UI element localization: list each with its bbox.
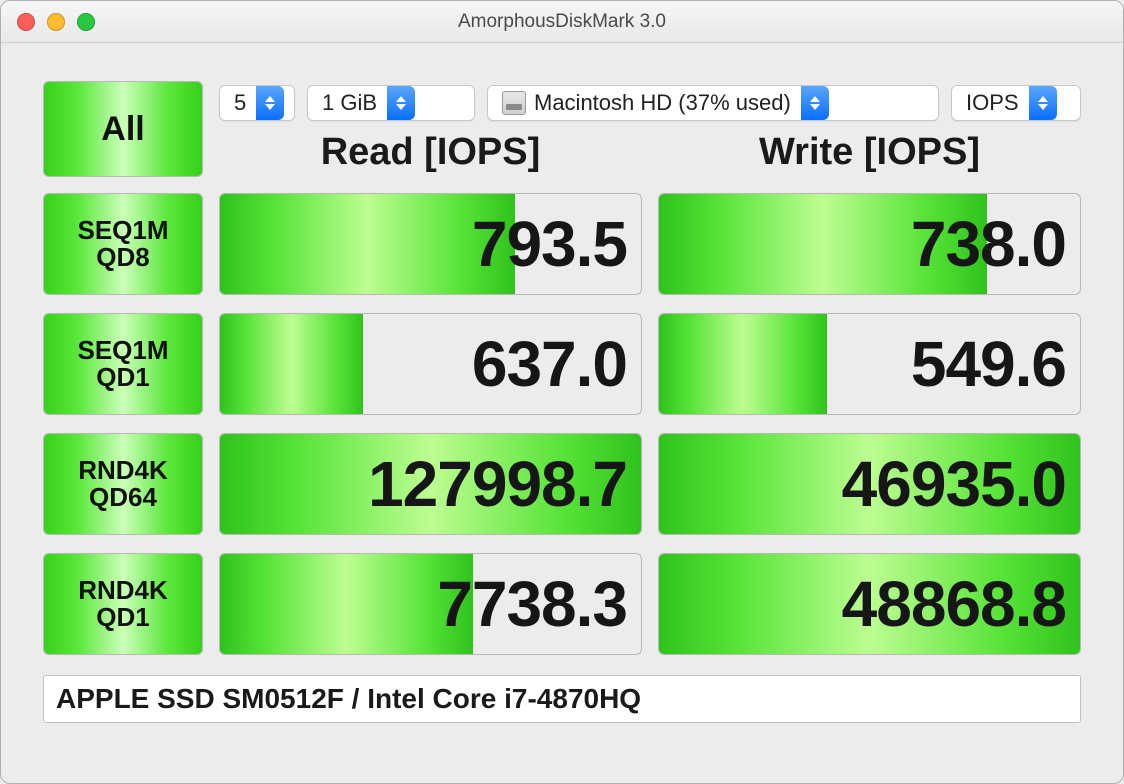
read-cell: 637.0 bbox=[219, 313, 642, 415]
window-controls bbox=[17, 13, 95, 31]
content-area: All 5 1 GiB Macintosh HD (37% bbox=[1, 43, 1123, 783]
close-icon[interactable] bbox=[17, 13, 35, 31]
value-text: 793.5 bbox=[472, 207, 627, 281]
test-button[interactable]: RND4KQD64 bbox=[43, 433, 203, 535]
write-header: Write [IOPS] bbox=[658, 131, 1081, 174]
write-cell: 738.0 bbox=[658, 193, 1081, 295]
column-headers: Read [IOPS] Write [IOPS] bbox=[219, 131, 1081, 174]
test-label-line2: QD64 bbox=[89, 484, 157, 511]
runs-select[interactable]: 5 bbox=[219, 85, 295, 121]
fill-bar bbox=[659, 314, 827, 414]
result-row: SEQ1MQD8 793.5 738.0 bbox=[43, 193, 1081, 295]
results-rows: SEQ1MQD8793.5738.0SEQ1MQD1637.0549.6RND4… bbox=[43, 193, 1081, 655]
value-text: 46935.0 bbox=[842, 447, 1066, 521]
device-info: APPLE SSD SM0512F / Intel Core i7-4870HQ bbox=[43, 675, 1081, 723]
fill-bar bbox=[220, 194, 515, 294]
disk-label: Macintosh HD (37% used) bbox=[534, 90, 791, 116]
write-cell: 46935.0 bbox=[658, 433, 1081, 535]
test-label-line1: SEQ1M bbox=[77, 217, 168, 244]
value-text: 549.6 bbox=[911, 327, 1066, 401]
result-row: RND4KQD1 7738.3 48868.8 bbox=[43, 553, 1081, 655]
stepper-icon bbox=[801, 86, 829, 120]
test-label-line1: SEQ1M bbox=[77, 337, 168, 364]
value-text: 738.0 bbox=[911, 207, 1066, 281]
test-button[interactable]: SEQ1MQD8 bbox=[43, 193, 203, 295]
fill-bar bbox=[220, 554, 473, 654]
selects-row: 5 1 GiB Macintosh HD (37% used) bbox=[219, 81, 1081, 125]
read-cell: 127998.7 bbox=[219, 433, 642, 535]
value-text: 127998.7 bbox=[368, 447, 627, 521]
stepper-icon bbox=[387, 86, 415, 120]
write-cell: 48868.8 bbox=[658, 553, 1081, 655]
value-text: 48868.8 bbox=[842, 567, 1066, 641]
disk-value: Macintosh HD (37% used) bbox=[488, 90, 801, 116]
read-cell: 793.5 bbox=[219, 193, 642, 295]
test-button[interactable]: RND4KQD1 bbox=[43, 553, 203, 655]
titlebar: AmorphousDiskMark 3.0 bbox=[1, 1, 1123, 43]
value-text: 7738.3 bbox=[437, 567, 627, 641]
stepper-icon bbox=[1029, 86, 1057, 120]
fill-bar bbox=[220, 314, 363, 414]
disk-icon bbox=[502, 91, 526, 115]
test-label-line1: RND4K bbox=[78, 457, 168, 484]
app-window: AmorphousDiskMark 3.0 All 5 1 GiB bbox=[0, 0, 1124, 784]
run-all-button[interactable]: All bbox=[43, 81, 203, 177]
runs-value: 5 bbox=[220, 90, 256, 116]
result-row: SEQ1MQD1 637.0 549.6 bbox=[43, 313, 1081, 415]
size-select[interactable]: 1 GiB bbox=[307, 85, 475, 121]
zoom-icon[interactable] bbox=[77, 13, 95, 31]
mode-value: IOPS bbox=[952, 90, 1029, 116]
test-label-line1: RND4K bbox=[78, 577, 168, 604]
test-label-line2: QD1 bbox=[96, 364, 149, 391]
test-button[interactable]: SEQ1MQD1 bbox=[43, 313, 203, 415]
run-all-label: All bbox=[101, 110, 144, 149]
stepper-icon bbox=[256, 86, 284, 120]
top-right-stack: 5 1 GiB Macintosh HD (37% used) bbox=[219, 81, 1081, 174]
disk-select[interactable]: Macintosh HD (37% used) bbox=[487, 85, 939, 121]
test-label-line2: QD1 bbox=[96, 604, 149, 631]
size-value: 1 GiB bbox=[308, 90, 387, 116]
top-row: All 5 1 GiB Macintosh HD (37% bbox=[43, 81, 1081, 177]
mode-select[interactable]: IOPS bbox=[951, 85, 1081, 121]
result-row: RND4KQD64 127998.7 46935.0 bbox=[43, 433, 1081, 535]
write-cell: 549.6 bbox=[658, 313, 1081, 415]
read-header: Read [IOPS] bbox=[219, 131, 642, 174]
test-label-line2: QD8 bbox=[96, 244, 149, 271]
value-text: 637.0 bbox=[472, 327, 627, 401]
read-cell: 7738.3 bbox=[219, 553, 642, 655]
minimize-icon[interactable] bbox=[47, 13, 65, 31]
window-title: AmorphousDiskMark 3.0 bbox=[1, 11, 1123, 33]
